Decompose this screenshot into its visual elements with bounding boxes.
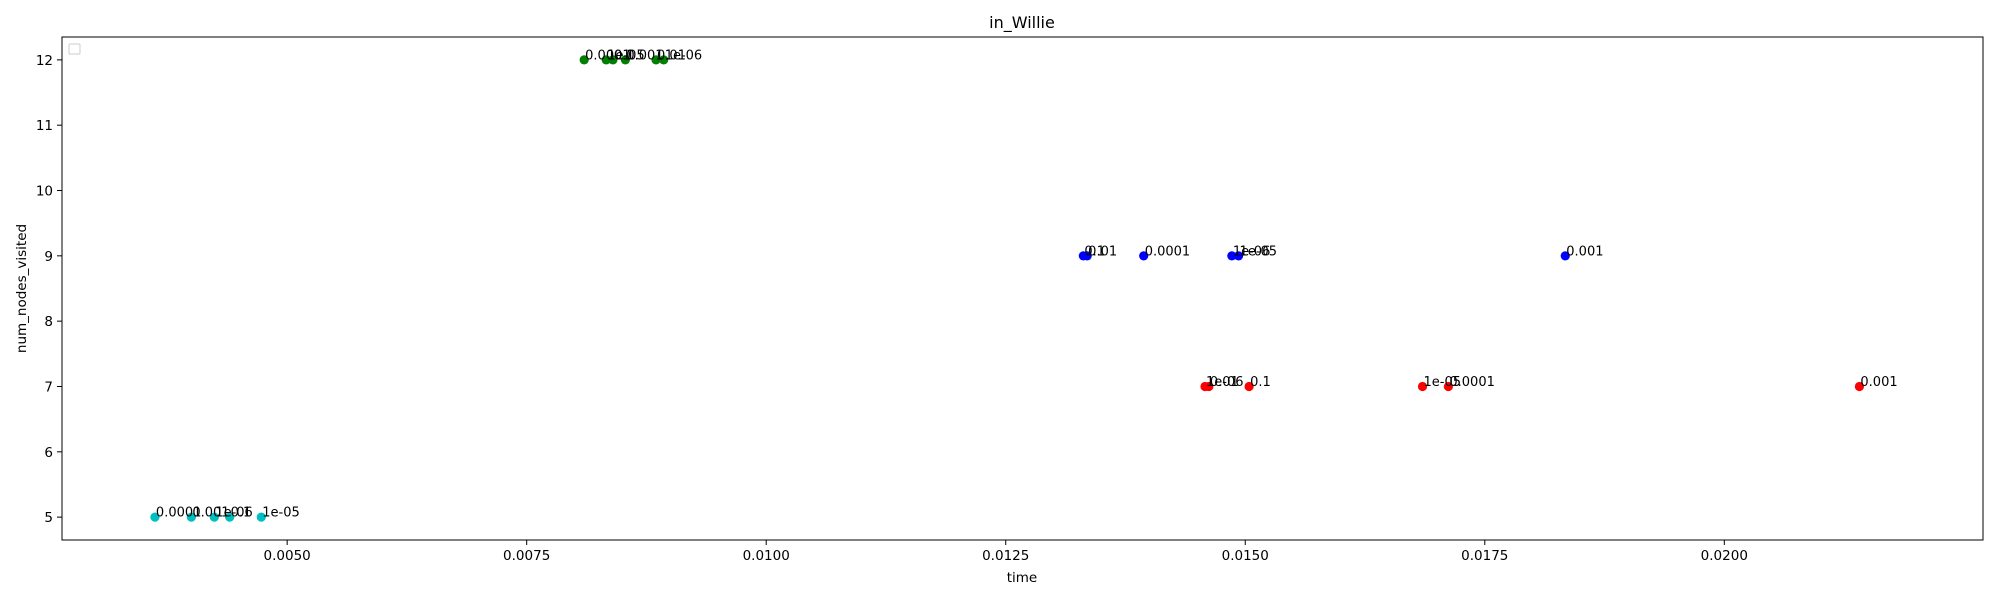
data-label: 0.1 bbox=[231, 506, 252, 521]
legend-box bbox=[68, 43, 81, 55]
y-axis-title: num_nodes_visited bbox=[14, 224, 30, 353]
data-point bbox=[1204, 381, 1214, 392]
y-tick-label: 12 bbox=[36, 53, 53, 69]
data-label: 1e-05 bbox=[607, 48, 645, 63]
data-point bbox=[1227, 251, 1237, 261]
y-tick-label: 9 bbox=[44, 249, 53, 265]
data-label: 0.01 bbox=[1088, 244, 1117, 259]
data-point bbox=[601, 55, 611, 65]
data-point bbox=[1139, 251, 1149, 261]
data-label: 1e-06 bbox=[215, 506, 253, 521]
data-label: 1e-05 bbox=[262, 506, 300, 521]
axis-ticks: 0.0050 0.0075 0.0100 0.0125 0.0150 0.0175 0.02… bbox=[36, 53, 1748, 564]
data-point bbox=[186, 512, 196, 522]
x-tick-label: 0.0150 bbox=[1222, 548, 1269, 564]
data-label: 1e-05 bbox=[1424, 375, 1462, 390]
data-point bbox=[209, 512, 219, 522]
y-tick-label: 6 bbox=[44, 445, 53, 461]
data-label: 0.1 bbox=[1250, 375, 1271, 390]
x-tick-label: 0.0050 bbox=[264, 548, 311, 564]
data-point bbox=[1233, 251, 1244, 261]
data-label: 0.001 bbox=[192, 506, 229, 521]
data-points bbox=[150, 55, 1865, 522]
data-label: 0.1 bbox=[1084, 244, 1105, 259]
data-label: 0.1 bbox=[614, 48, 635, 63]
chart-title: in_Willie bbox=[989, 13, 1055, 33]
x-axis-title: time bbox=[1007, 570, 1038, 586]
data-label: 0.001 bbox=[626, 48, 663, 63]
data-point bbox=[620, 55, 630, 65]
y-tick-label: 10 bbox=[36, 184, 53, 200]
data-point bbox=[150, 512, 160, 522]
data-point bbox=[579, 55, 589, 65]
x-tick-label: 0.0075 bbox=[503, 548, 550, 564]
data-point bbox=[659, 55, 669, 65]
data-point bbox=[1560, 251, 1570, 261]
plot-frame bbox=[61, 36, 1984, 541]
y-tick-label: 5 bbox=[44, 510, 53, 526]
x-tick-label: 0.0100 bbox=[743, 548, 790, 564]
data-label: 0.0001 bbox=[1449, 375, 1495, 390]
data-label: 1e-06 bbox=[665, 48, 703, 63]
data-point bbox=[1443, 381, 1453, 392]
data-point bbox=[225, 512, 235, 522]
data-label: 1e-05 bbox=[1240, 244, 1278, 259]
data-point bbox=[1417, 381, 1428, 392]
data-label: 0.001 bbox=[1566, 244, 1603, 259]
data-point bbox=[1082, 251, 1092, 261]
data-point bbox=[608, 55, 618, 65]
data-label: 1e-06 bbox=[1233, 244, 1271, 259]
data-label: 1e-06 bbox=[1206, 375, 1244, 390]
y-tick-label: 8 bbox=[44, 314, 53, 330]
y-tick-label: 7 bbox=[44, 379, 53, 395]
data-label: 0.01 bbox=[657, 48, 686, 63]
data-label: 0.0001 bbox=[1145, 244, 1191, 259]
x-tick-label: 0.0125 bbox=[982, 548, 1029, 564]
x-tick-label: 0.0175 bbox=[1461, 548, 1508, 564]
data-label: 0.0001 bbox=[585, 48, 631, 63]
data-label: 0.0001 bbox=[156, 506, 202, 521]
x-tick-label: 0.0200 bbox=[1701, 548, 1748, 564]
data-label: 0.001 bbox=[1860, 375, 1897, 390]
data-label: 0.01 bbox=[1210, 375, 1239, 390]
data-point bbox=[256, 512, 266, 522]
data-point bbox=[1244, 381, 1254, 392]
data-point bbox=[651, 55, 661, 65]
data-point bbox=[1854, 381, 1865, 392]
y-tick-label: 11 bbox=[36, 118, 53, 134]
